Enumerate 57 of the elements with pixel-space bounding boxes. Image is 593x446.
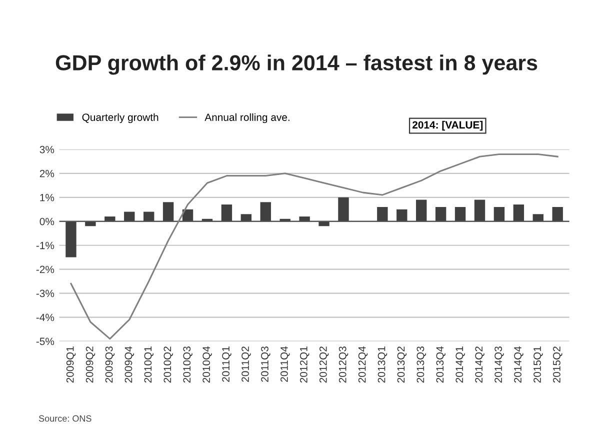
y-tick-label: -5% [36,338,54,346]
x-tick-label: 2013Q3 [416,346,426,383]
x-tick-label: 2012Q4 [358,346,368,383]
x-tick-label: 2013Q4 [436,346,446,383]
bar [552,206,563,222]
x-tick-label: 2010Q2 [164,346,173,383]
bar [66,221,76,258]
bar [396,209,408,222]
x-tick-label: 2012Q1 [300,346,310,383]
x-tick-label: 2014Q3 [494,346,504,383]
x-tick-label: 2014Q2 [475,346,484,383]
legend-label: Quarterly growth [82,113,158,124]
bar [221,204,232,222]
x-tick-label: 2014Q4 [514,346,524,383]
x-tick-label: 2013Q2 [397,346,407,383]
bar [494,206,505,222]
chart-title: GDP growth of 2.9% in 2014 – fastest in 8 years [56,54,538,75]
bar [162,202,174,222]
y-tick-label: 0% [40,218,54,226]
x-tick-label: 2009Q2 [86,346,96,383]
bar [513,204,524,222]
source-note: Source: ONS [38,415,92,422]
y-tick-label: -3% [36,290,54,298]
bar [454,206,466,222]
x-tick-label: 2011Q3 [261,346,270,382]
x-tick-label: 2010Q3 [183,346,192,383]
x-tick-label: 2014Q1 [456,346,465,383]
x-tick-label: 2012Q3 [338,346,348,383]
line-series [70,153,558,340]
x-tick-label: 2015Q1 [534,346,543,383]
legend-label: Annual rolling ave. [204,113,290,124]
bar [474,200,486,222]
bar [416,200,427,222]
x-tick-label: 2015Q2 [553,346,562,383]
bar [124,212,135,222]
bar [260,202,271,222]
x-tick-label: 2009Q3 [105,346,115,383]
y-tick-label: 1% [40,194,54,202]
bar [435,206,446,222]
x-tick-label: 2011Q2 [242,346,251,382]
bar [143,212,154,222]
x-tick-label: 2011Q4 [280,346,290,382]
y-tick-label: 3% [40,146,54,154]
x-tick-label: 2010Q1 [144,346,154,383]
y-tick-label: -2% [36,266,54,274]
y-tick-label: -4% [36,314,54,322]
bar [377,206,388,222]
x-tick-label: 2012Q2 [319,346,329,383]
y-tick-label: -1% [36,242,54,250]
bar [338,197,349,222]
x-tick-label: 2009Q4 [124,346,134,383]
x-tick-label: 2013Q1 [378,346,388,383]
x-tick-label: 2009Q1 [66,346,76,383]
x-tick-label: 2010Q4 [202,346,212,383]
text: 2014: [VALUE] [412,120,483,131]
y-tick-label: 2% [40,170,54,178]
x-tick-label: 2011Q1 [222,346,232,382]
